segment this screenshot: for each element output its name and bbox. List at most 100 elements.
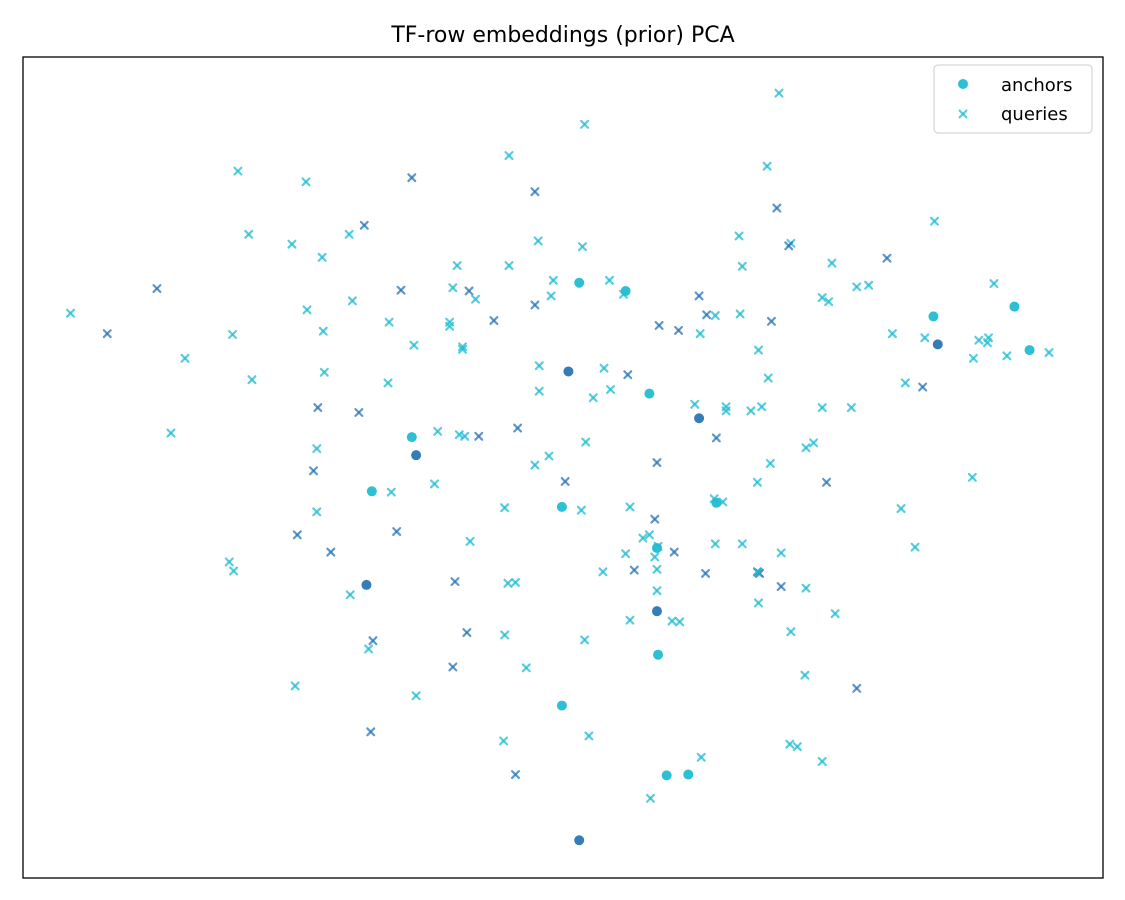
- query-point-stroke: [645, 793, 655, 803]
- query-point-stroke: [534, 361, 544, 371]
- query-point-stroke: [974, 335, 984, 345]
- query-point-stroke: [822, 477, 832, 487]
- query-point-stroke: [702, 310, 712, 320]
- query-point-stroke: [752, 567, 762, 577]
- query-point-stroke: [386, 487, 396, 497]
- query-point-stroke: [896, 504, 906, 514]
- query-point-stroke: [817, 756, 827, 766]
- query-point-stroke: [577, 242, 587, 252]
- query-point: [66, 308, 76, 318]
- query-point: [701, 568, 711, 578]
- query-point-stroke: [721, 406, 731, 416]
- query-point: [711, 433, 721, 443]
- query-point: [652, 586, 662, 596]
- query-point-stroke: [548, 275, 558, 285]
- query-point-stroke: [598, 567, 608, 577]
- query-point-stroke: [737, 539, 747, 549]
- query-point: [383, 378, 393, 388]
- query-point: [930, 216, 940, 226]
- query-point: [152, 284, 162, 294]
- query-point-stroke: [407, 173, 417, 183]
- query-point-stroke: [499, 736, 509, 746]
- query-point: [513, 423, 523, 433]
- query-point-stroke: [604, 275, 614, 285]
- query-point: [801, 443, 811, 453]
- query-point: [533, 236, 543, 246]
- query-point: [396, 285, 406, 295]
- query-point-stroke: [817, 403, 827, 413]
- query-point-stroke: [229, 566, 239, 576]
- query-point: [734, 231, 744, 241]
- query-point: [344, 229, 354, 239]
- query-point-stroke: [344, 229, 354, 239]
- query-point: [762, 161, 772, 171]
- anchor-point: [1024, 345, 1035, 356]
- query-point: [920, 333, 930, 343]
- query-point-stroke: [290, 681, 300, 691]
- query-point: [317, 252, 327, 262]
- legend-label-queries: queries: [1001, 104, 1068, 125]
- query-point-stroke: [448, 283, 458, 293]
- anchor-point: [694, 413, 705, 424]
- query-point: [675, 617, 685, 627]
- query-point-stroke: [102, 329, 112, 339]
- query-point-stroke: [967, 472, 977, 482]
- query-point: [409, 340, 419, 350]
- query-point: [364, 644, 374, 654]
- anchor-point: [563, 366, 574, 377]
- points-layer: [66, 88, 1054, 846]
- legend-circle-marker: [958, 79, 968, 89]
- query-point: [766, 316, 776, 326]
- query-point: [784, 241, 794, 251]
- query-point: [809, 438, 819, 448]
- query-point-stroke: [309, 466, 319, 476]
- query-point-stroke: [785, 739, 795, 749]
- plot-area: [22, 56, 1104, 879]
- query-point-stroke: [458, 344, 468, 354]
- query-point: [653, 541, 663, 551]
- query-point: [887, 329, 897, 339]
- query-point-stroke: [864, 280, 874, 290]
- query-point: [650, 514, 660, 524]
- query-point: [319, 367, 329, 377]
- query-point: [776, 548, 786, 558]
- query-point-stroke: [618, 289, 628, 299]
- query-point: [763, 373, 773, 383]
- query-point: [765, 458, 775, 468]
- query-point: [471, 294, 481, 304]
- query-point-stroke: [319, 367, 329, 377]
- legend-box: [933, 64, 1093, 134]
- query-point-stroke: [774, 88, 784, 98]
- query-point-stroke: [312, 444, 322, 454]
- anchor-point: [661, 770, 672, 781]
- query-point: [359, 220, 369, 230]
- query-point-stroke: [846, 403, 856, 413]
- query-point: [384, 317, 394, 327]
- query-point: [621, 549, 631, 559]
- query-point-stroke: [474, 431, 484, 441]
- query-point-stroke: [652, 586, 662, 596]
- query-point: [817, 756, 827, 766]
- query-point-stroke: [882, 253, 892, 263]
- query-point: [623, 370, 633, 380]
- query-point: [645, 793, 655, 803]
- query-point-stroke: [409, 340, 419, 350]
- query-point-stroke: [753, 598, 763, 608]
- query-point-stroke: [224, 557, 234, 567]
- query-point: [800, 670, 810, 680]
- query-point: [801, 583, 811, 593]
- anchor-point: [1009, 301, 1020, 312]
- query-point-stroke: [918, 382, 928, 392]
- query-point: [982, 338, 992, 348]
- query-point-stroke: [318, 326, 328, 336]
- query-point: [313, 403, 323, 413]
- query-point: [772, 203, 782, 213]
- query-point: [392, 527, 402, 537]
- query-point-stroke: [674, 325, 684, 335]
- query-point: [228, 329, 238, 339]
- query-point-stroke: [546, 291, 556, 301]
- query-point-stroke: [448, 662, 458, 672]
- query-point: [544, 451, 554, 461]
- query-point-stroke: [930, 216, 940, 226]
